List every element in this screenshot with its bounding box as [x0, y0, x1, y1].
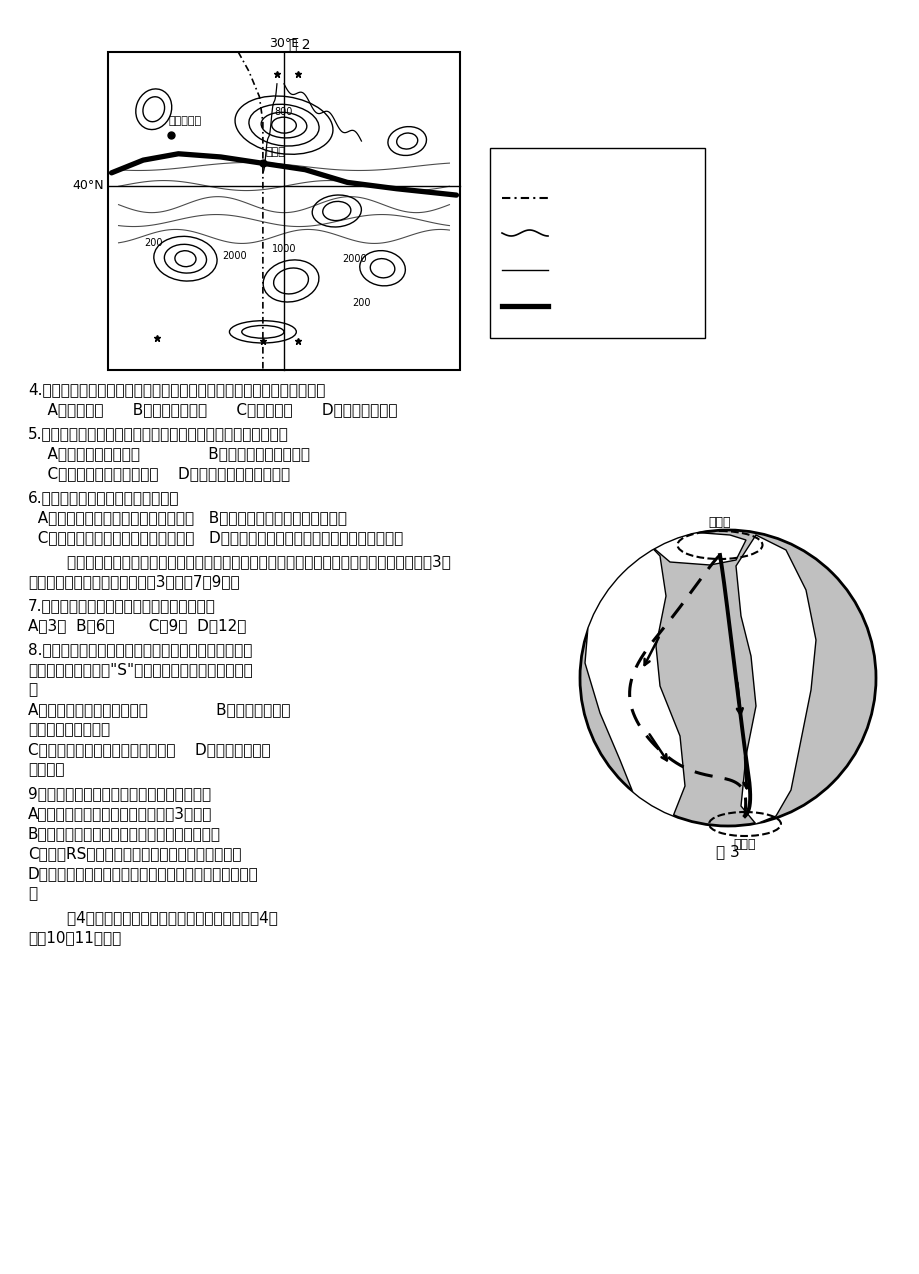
Polygon shape	[735, 535, 815, 824]
Text: 7.北极燕鸥从越冬地开始迁往繁殖地的时间是: 7.北极燕鸥从越冬地开始迁往繁殖地的时间是	[28, 598, 216, 613]
Polygon shape	[584, 535, 685, 824]
Text: 安卡拉: 安卡拉	[266, 148, 286, 157]
Text: A．河网密布      B．地势起伏较大      C．冻土广布      D．飓风活动频繁: A．河网密布 B．地势起伏较大 C．冻土广布 D．飓风活动频繁	[28, 403, 397, 417]
Text: 北极燕鸥是目前世界上已知迁徙距离最长的动物，一生致力于往返南北极之间追逐夏天。图3示: 北极燕鸥是目前世界上已知迁徙距离最长的动物，一生致力于往返南北极之间追逐夏天。图…	[28, 554, 450, 569]
Text: 繁殖地: 繁殖地	[708, 516, 731, 529]
Bar	[108, 52, 460, 369]
Text: 一: 一	[28, 885, 37, 901]
Text: 2000: 2000	[342, 254, 367, 264]
Text: A．北极燕鸥每年的飞行距离不超过3万千米: A．北极燕鸥每年的飞行距离不超过3万千米	[28, 806, 212, 820]
Text: 河流: 河流	[558, 225, 574, 240]
Text: A．东部高原草场广布适宜发展畜牧业   B．中部地势平坦适宜发展种植业: A．东部高原草场广布适宜发展畜牧业 B．中部地势平坦适宜发展种植业	[28, 510, 346, 525]
Text: 6.图示半岛各地发展农业，合理的是: 6.图示半岛各地发展农业，合理的是	[28, 490, 179, 505]
Circle shape	[579, 530, 875, 826]
Text: 图 2: 图 2	[289, 37, 311, 51]
Text: 国界: 国界	[558, 191, 574, 205]
Text: C．西部平原夏季多雨有利于种植葡萄   D．北部滨海地区全年温和湿润适合发展乳畜业: C．西部平原夏季多雨有利于种植葡萄 D．北部滨海地区全年温和湿润适合发展乳畜业	[28, 530, 403, 545]
Text: 40°N: 40°N	[73, 180, 104, 192]
Text: 5.从伊斯坦布尔到安卡拉铁路沿线地区，自然要素的变化趋势是: 5.从伊斯坦布尔到安卡拉铁路沿线地区，自然要素的变化趋势是	[28, 426, 289, 441]
Text: 图4示意某区域河流水系和年降水量分布。读图4，: 图4示意某区域河流水系和年降水量分布。读图4，	[28, 910, 278, 925]
Text: A．年降水量由少到多              B．气温年较差由大到小: A．年降水量由少到多 B．气温年较差由大到小	[28, 446, 310, 461]
Text: 2000: 2000	[222, 251, 247, 260]
Text: A．大致沿大圆飞行距离较短              B．大致顺地球自: A．大致沿大圆飞行距离较短 B．大致顺地球自	[28, 702, 290, 717]
Text: C．运用RS技术可以全程追踪北极燕鸥的迁徙位置: C．运用RS技术可以全程追踪北极燕鸥的迁徙位置	[28, 846, 242, 861]
Text: 200: 200	[494, 265, 516, 275]
Text: A．3月  B．6月       C．9月  D．12月: A．3月 B．6月 C．9月 D．12月	[28, 618, 246, 633]
Text: 200: 200	[144, 238, 163, 248]
Text: 伊斯坦布尔: 伊斯坦布尔	[168, 116, 201, 126]
Text: 安伊高铁: 安伊高铁	[558, 299, 591, 313]
Text: 转方向飞行速度较快: 转方向飞行速度较快	[28, 722, 110, 736]
Text: D．北极燕鸥是地球上一年中经历白昼时间最长的动物之: D．北极燕鸥是地球上一年中经历白昼时间最长的动物之	[28, 866, 258, 882]
Text: 8.北极燕鸥从越冬地迁往繁殖地不是沿来路（实线）返: 8.北极燕鸥从越冬地迁往繁殖地不是沿来路（实线）返	[28, 642, 252, 657]
Bar	[490, 148, 704, 338]
Text: 9．关于北极燕鸥及其迁徙的叙述，可信的是: 9．关于北极燕鸥及其迁徙的叙述，可信的是	[28, 786, 210, 801]
Text: 1000: 1000	[271, 245, 296, 254]
Text: 等高线（米）: 等高线（米）	[554, 264, 599, 276]
Text: 是: 是	[28, 682, 37, 697]
Text: 越冬地: 越冬地	[733, 838, 755, 851]
Text: 200: 200	[352, 298, 370, 308]
Text: 节省体能: 节省体能	[28, 762, 64, 777]
Text: 意北极燕鸥往返迁徙路线。读图3，完成7～9题。: 意北极燕鸥往返迁徙路线。读图3，完成7～9题。	[28, 575, 239, 589]
Text: 图: 图	[545, 161, 554, 178]
Polygon shape	[650, 533, 745, 564]
Text: 30°E: 30°E	[268, 37, 299, 50]
Text: 完成10～11小题。: 完成10～11小题。	[28, 930, 121, 945]
Text: 回，而是选择图中的"S"形（虚线）线路，合理的解释: 回，而是选择图中的"S"形（虚线）线路，合理的解释	[28, 662, 253, 676]
Text: B．北极燕鸥靠近陆地迁徙是为了利用沿岸洋流: B．北极燕鸥靠近陆地迁徙是为了利用沿岸洋流	[28, 826, 221, 841]
Text: C．大致顺地转偏向力飞行速度较快    D．大致顺风飞行: C．大致顺地转偏向力飞行速度较快 D．大致顺风飞行	[28, 741, 270, 757]
Text: 4.与我国京沪高铁相比，安伊高铁设计和运营时速较低的自然原因主要是: 4.与我国京沪高铁相比，安伊高铁设计和运营时速较低的自然原因主要是	[28, 382, 325, 397]
Text: C．植被类型由森林到草原    D．年太阳辐射量由多到少: C．植被类型由森林到草原 D．年太阳辐射量由多到少	[28, 466, 289, 482]
Text: 800: 800	[275, 107, 293, 117]
Text: 图 3: 图 3	[715, 843, 739, 859]
Text: 例: 例	[630, 161, 641, 178]
